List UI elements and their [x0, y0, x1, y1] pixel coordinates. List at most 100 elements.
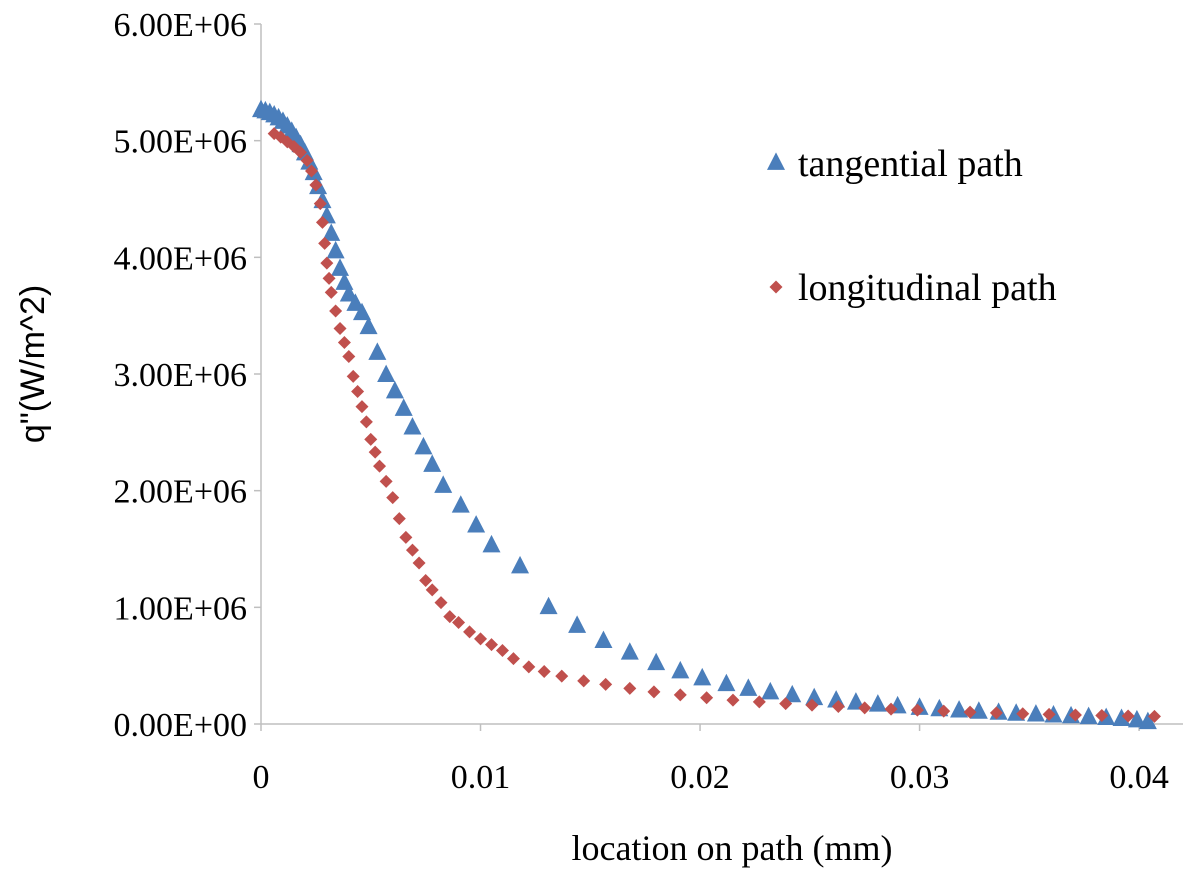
data-point-diamond	[1095, 708, 1109, 722]
data-point-diamond	[425, 583, 439, 597]
data-point-triangle	[322, 223, 341, 241]
data-point-diamond	[506, 652, 520, 666]
data-point-diamond	[313, 197, 327, 211]
data-point-triangle	[1026, 704, 1045, 722]
data-point-diamond	[412, 556, 426, 570]
data-point-diamond	[577, 674, 591, 688]
data-point-triangle	[451, 495, 470, 513]
x-tick-label: 0.02	[670, 759, 730, 796]
data-point-diamond	[434, 596, 448, 610]
data-point-triangle	[783, 684, 802, 703]
data-point-diamond	[452, 616, 466, 629]
y-axis-title: q"(W/m^2)	[14, 285, 52, 443]
data-point-diamond	[726, 693, 740, 707]
data-point-triangle	[359, 316, 378, 335]
data-point-triangle	[1138, 711, 1157, 730]
data-point-diamond	[485, 638, 498, 652]
y-tick-label: 2.00E+06	[114, 474, 247, 511]
data-point-triangle	[969, 701, 988, 719]
legend: tangential path longitudinal path	[767, 143, 1057, 309]
data-point-diamond	[294, 145, 308, 159]
data-point-diamond	[884, 702, 898, 716]
data-point-triangle	[761, 681, 780, 700]
data-point-diamond	[392, 512, 406, 526]
x-tick-label: 0.03	[890, 759, 950, 796]
y-tick-label: 5.00E+06	[114, 124, 247, 161]
data-point-diamond	[910, 703, 924, 717]
data-point-diamond	[373, 459, 387, 473]
data-point-diamond	[1147, 709, 1161, 723]
y-tick-label: 0.00E+00	[114, 707, 247, 744]
data-point-diamond	[474, 632, 488, 646]
data-point-diamond	[342, 350, 356, 363]
data-point-diamond	[346, 369, 360, 383]
data-point-diamond	[320, 256, 334, 270]
data-point-triangle	[671, 660, 690, 679]
data-point-diamond	[963, 705, 977, 719]
plot-area	[252, 99, 1161, 730]
data-point-triangle	[739, 678, 758, 696]
data-point-diamond	[1068, 708, 1082, 722]
data-point-triangle	[950, 700, 969, 718]
x-axis-title: location on path (mm)	[572, 828, 893, 868]
data-point-triangle	[846, 692, 865, 710]
data-point-diamond	[700, 691, 714, 705]
data-point-triangle	[434, 475, 453, 493]
data-point-diamond	[805, 698, 819, 712]
data-point-diamond	[322, 271, 336, 285]
data-point-diamond	[355, 400, 369, 414]
data-point-diamond	[1042, 707, 1056, 721]
data-point-triangle	[568, 615, 587, 633]
data-point-triangle	[594, 630, 613, 649]
data-point-triangle	[339, 284, 358, 302]
data-point-triangle	[352, 302, 371, 321]
data-point-diamond	[537, 665, 551, 678]
data-point-diamond	[304, 164, 318, 178]
data-point-triangle	[403, 417, 422, 435]
legend-label: longitudinal path	[798, 267, 1057, 309]
x-tick-label: 0.04	[1109, 759, 1169, 796]
data-point-triangle	[805, 687, 824, 706]
data-point-diamond	[463, 625, 477, 639]
data-point-diamond	[831, 700, 845, 713]
data-point-diamond	[351, 385, 365, 398]
y-tick-label: 6.00E+06	[114, 7, 247, 44]
data-point-diamond	[555, 669, 569, 683]
data-point-diamond	[495, 644, 509, 657]
data-point-diamond	[337, 336, 351, 349]
data-point-diamond	[752, 695, 766, 709]
data-point-triangle	[414, 436, 433, 455]
data-point-diamond	[405, 543, 419, 557]
y-tick-label: 4.00E+06	[114, 240, 247, 277]
y-tick-label: 3.00E+06	[114, 357, 247, 394]
data-point-diamond	[300, 154, 314, 167]
data-point-diamond	[318, 236, 332, 250]
data-point-diamond	[359, 415, 373, 429]
data-point-triangle	[1127, 709, 1146, 728]
data-point-triangle	[1112, 708, 1131, 726]
data-point-triangle	[511, 555, 530, 574]
data-point-triangle	[868, 694, 887, 712]
data-point-diamond	[623, 681, 637, 695]
data-point-triangle	[693, 667, 712, 686]
x-tick-labels: 0 0.01 0.02 0.03 0.04	[253, 724, 1169, 796]
data-point-diamond	[989, 706, 1003, 720]
data-point-diamond	[599, 677, 613, 691]
data-point-triangle	[377, 364, 396, 383]
data-point-diamond	[1121, 709, 1135, 723]
data-point-triangle	[346, 293, 365, 311]
data-point-diamond	[315, 215, 329, 229]
legend-label: tangential path	[798, 143, 1023, 185]
data-point-diamond	[443, 610, 457, 624]
series-1	[252, 99, 1157, 730]
data-point-diamond	[647, 685, 661, 699]
data-point-diamond	[386, 491, 400, 505]
data-point-triangle	[620, 642, 639, 660]
data-point-diamond	[779, 697, 793, 711]
series-2	[267, 127, 1161, 723]
data-point-diamond	[324, 285, 338, 299]
data-point-diamond	[368, 445, 382, 459]
data-point-diamond	[419, 574, 433, 587]
data-point-diamond	[937, 704, 951, 718]
data-point-diamond	[858, 701, 872, 715]
